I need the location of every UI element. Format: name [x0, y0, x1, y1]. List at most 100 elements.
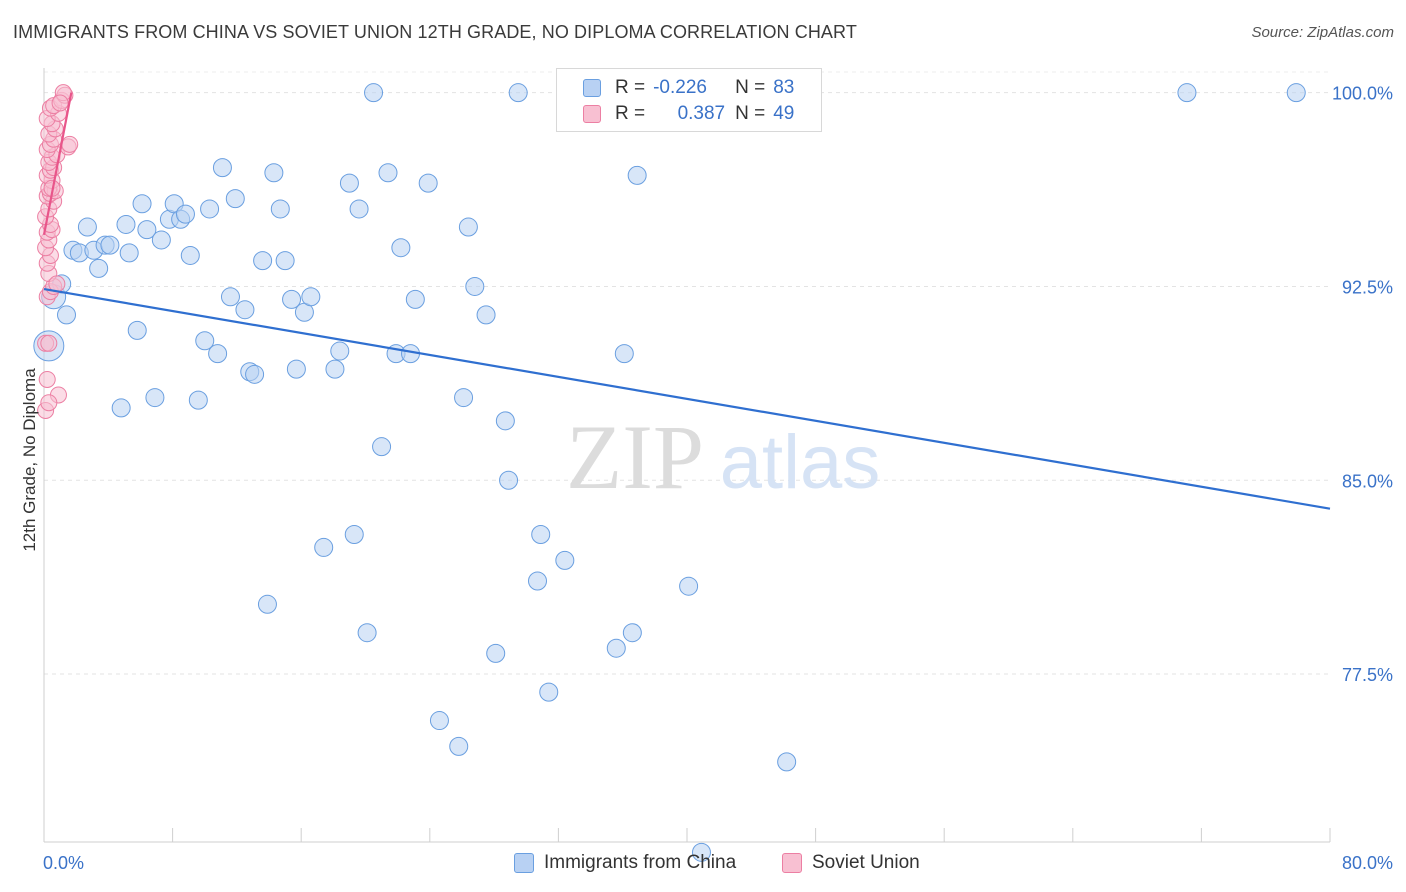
china-point	[188, 390, 208, 410]
legend-n-label: N =	[735, 103, 766, 124]
china-point	[339, 173, 359, 193]
china-point	[349, 199, 369, 219]
bottom-legend-swatch-soviet	[782, 853, 802, 873]
china-point	[253, 251, 273, 271]
china-point	[486, 643, 506, 663]
china-point	[465, 276, 485, 296]
china-point	[57, 305, 77, 325]
china-point	[777, 752, 797, 772]
soviet-point	[38, 370, 56, 388]
china-point	[220, 287, 240, 307]
china-point	[270, 199, 290, 219]
china-point	[257, 594, 277, 614]
china-point	[282, 289, 302, 309]
china-point	[458, 217, 478, 237]
y-tick-label: 100.0%	[1332, 84, 1393, 104]
watermark-zip: ZIP	[566, 406, 704, 508]
soviet-point	[61, 135, 79, 153]
china-point	[476, 305, 496, 325]
china-point	[364, 83, 384, 103]
china-point	[314, 537, 334, 557]
china-point	[539, 682, 559, 702]
y-tick-label: 85.0%	[1342, 471, 1393, 491]
china-point	[275, 251, 295, 271]
china-point	[622, 623, 642, 643]
soviet-point	[40, 394, 58, 412]
china-point	[225, 189, 245, 209]
china-point	[180, 245, 200, 265]
china-point	[508, 83, 528, 103]
watermark-atlas: atlas	[720, 420, 881, 505]
china-point	[531, 525, 551, 545]
china-point	[1177, 83, 1197, 103]
china-point	[330, 341, 350, 361]
china-point	[212, 158, 232, 178]
soviet-point	[51, 94, 69, 112]
x-tick-label-min: 0.0%	[43, 853, 84, 873]
china-point	[137, 220, 157, 240]
china-point	[495, 411, 515, 431]
chart-title: IMMIGRANTS FROM CHINA VS SOVIET UNION 12…	[13, 22, 857, 42]
legend-n-value-china: 83	[773, 77, 795, 98]
china-point	[357, 623, 377, 643]
china-point	[235, 300, 255, 320]
trendline-china	[43, 287, 1331, 510]
tick-labels: 77.5% 85.0% 92.5% 100.0% 0.0% 80.0%	[43, 84, 1393, 873]
china-point	[77, 217, 97, 237]
bottom-legend-soviet: Soviet Union	[782, 850, 920, 876]
bottom-legend-label-china: Immigrants from China	[544, 852, 737, 873]
china-point	[89, 258, 109, 278]
legend-r-value-china: -0.226	[653, 77, 707, 98]
bottom-legend-label-soviet: Soviet Union	[812, 852, 920, 873]
bottom-legend-swatch-china	[514, 853, 534, 873]
legend-n-label: N =	[735, 77, 766, 98]
china-point	[111, 398, 131, 418]
china-point	[378, 163, 398, 183]
legend-r-label: R =	[615, 103, 646, 124]
china-point	[391, 238, 411, 258]
china-point	[429, 711, 449, 731]
china-point	[200, 199, 220, 219]
china-point	[555, 550, 575, 570]
legend-swatch-china	[583, 79, 601, 97]
china-point	[454, 388, 474, 408]
china-point	[145, 388, 165, 408]
y-tick-label: 92.5%	[1342, 277, 1393, 297]
china-point	[325, 359, 345, 379]
china-point	[264, 163, 284, 183]
series-soviet-points	[37, 84, 79, 419]
china-point	[127, 320, 147, 340]
source-credit: Source: ZipAtlas.com	[1251, 24, 1394, 41]
china-point	[606, 638, 626, 658]
soviet-point	[40, 334, 58, 352]
legend-r-label: R =	[615, 77, 646, 98]
china-point	[418, 173, 438, 193]
china-point	[691, 842, 711, 862]
china-point	[405, 289, 425, 309]
legend-row-china: R = -0.226 N = 83	[583, 76, 794, 100]
china-point	[528, 571, 548, 591]
x-tick-label-max: 80.0%	[1342, 853, 1393, 873]
watermark: ZIP atlas	[566, 406, 880, 508]
y-axis-label: 12th Grade, No Diploma	[20, 368, 39, 552]
legend-swatch-soviet	[583, 105, 601, 123]
trendline-soviet	[42, 92, 73, 235]
china-point	[372, 437, 392, 457]
china-point	[679, 576, 699, 596]
china-point	[100, 235, 120, 255]
china-point	[1286, 83, 1306, 103]
china-point	[627, 165, 647, 185]
y-tick-label: 77.5%	[1342, 665, 1393, 685]
china-point	[614, 344, 634, 364]
china-point	[195, 331, 215, 351]
china-point	[286, 359, 306, 379]
correlation-legend: R = -0.226 N = 83 R = 0.387 N = 49	[556, 68, 822, 132]
trendlines	[42, 92, 1331, 510]
legend-row-soviet: R = 0.387 N = 49	[583, 102, 794, 126]
bottom-legend-china: Immigrants from China	[514, 850, 736, 876]
china-point	[208, 344, 228, 364]
china-point	[175, 204, 195, 224]
china-point	[499, 470, 519, 490]
china-point	[245, 364, 265, 384]
